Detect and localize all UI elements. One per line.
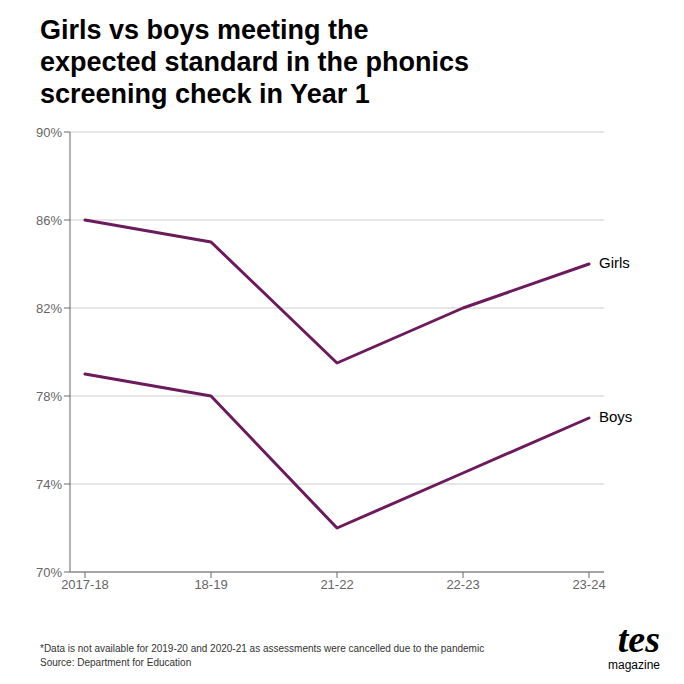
html-text:magazine: magazine xyxy=(608,658,660,672)
svg-text:22-23: 22-23 xyxy=(446,577,479,592)
svg-text:21-22: 21-22 xyxy=(320,577,353,592)
html-text:tes: tes xyxy=(617,618,660,660)
html-text:Girls vs boys meeting the expe: Girls vs boys meeting the expected stand… xyxy=(40,15,470,109)
svg-text:82%: 82% xyxy=(36,301,62,316)
svg-text:Girls: Girls xyxy=(599,254,630,271)
svg-text:2017-18: 2017-18 xyxy=(61,577,109,592)
html-text:*Data is not available for 201: *Data is not available for 2019-20 and 2… xyxy=(40,643,485,668)
svg-text:Boys: Boys xyxy=(599,408,632,425)
svg-text:70%: 70% xyxy=(36,565,62,580)
svg-text:86%: 86% xyxy=(36,213,62,228)
svg-text:90%: 90% xyxy=(36,125,62,140)
svg-text:18-19: 18-19 xyxy=(194,577,227,592)
svg-text:78%: 78% xyxy=(36,389,62,404)
svg-text:74%: 74% xyxy=(36,477,62,492)
svg-text:23-24: 23-24 xyxy=(572,577,605,592)
